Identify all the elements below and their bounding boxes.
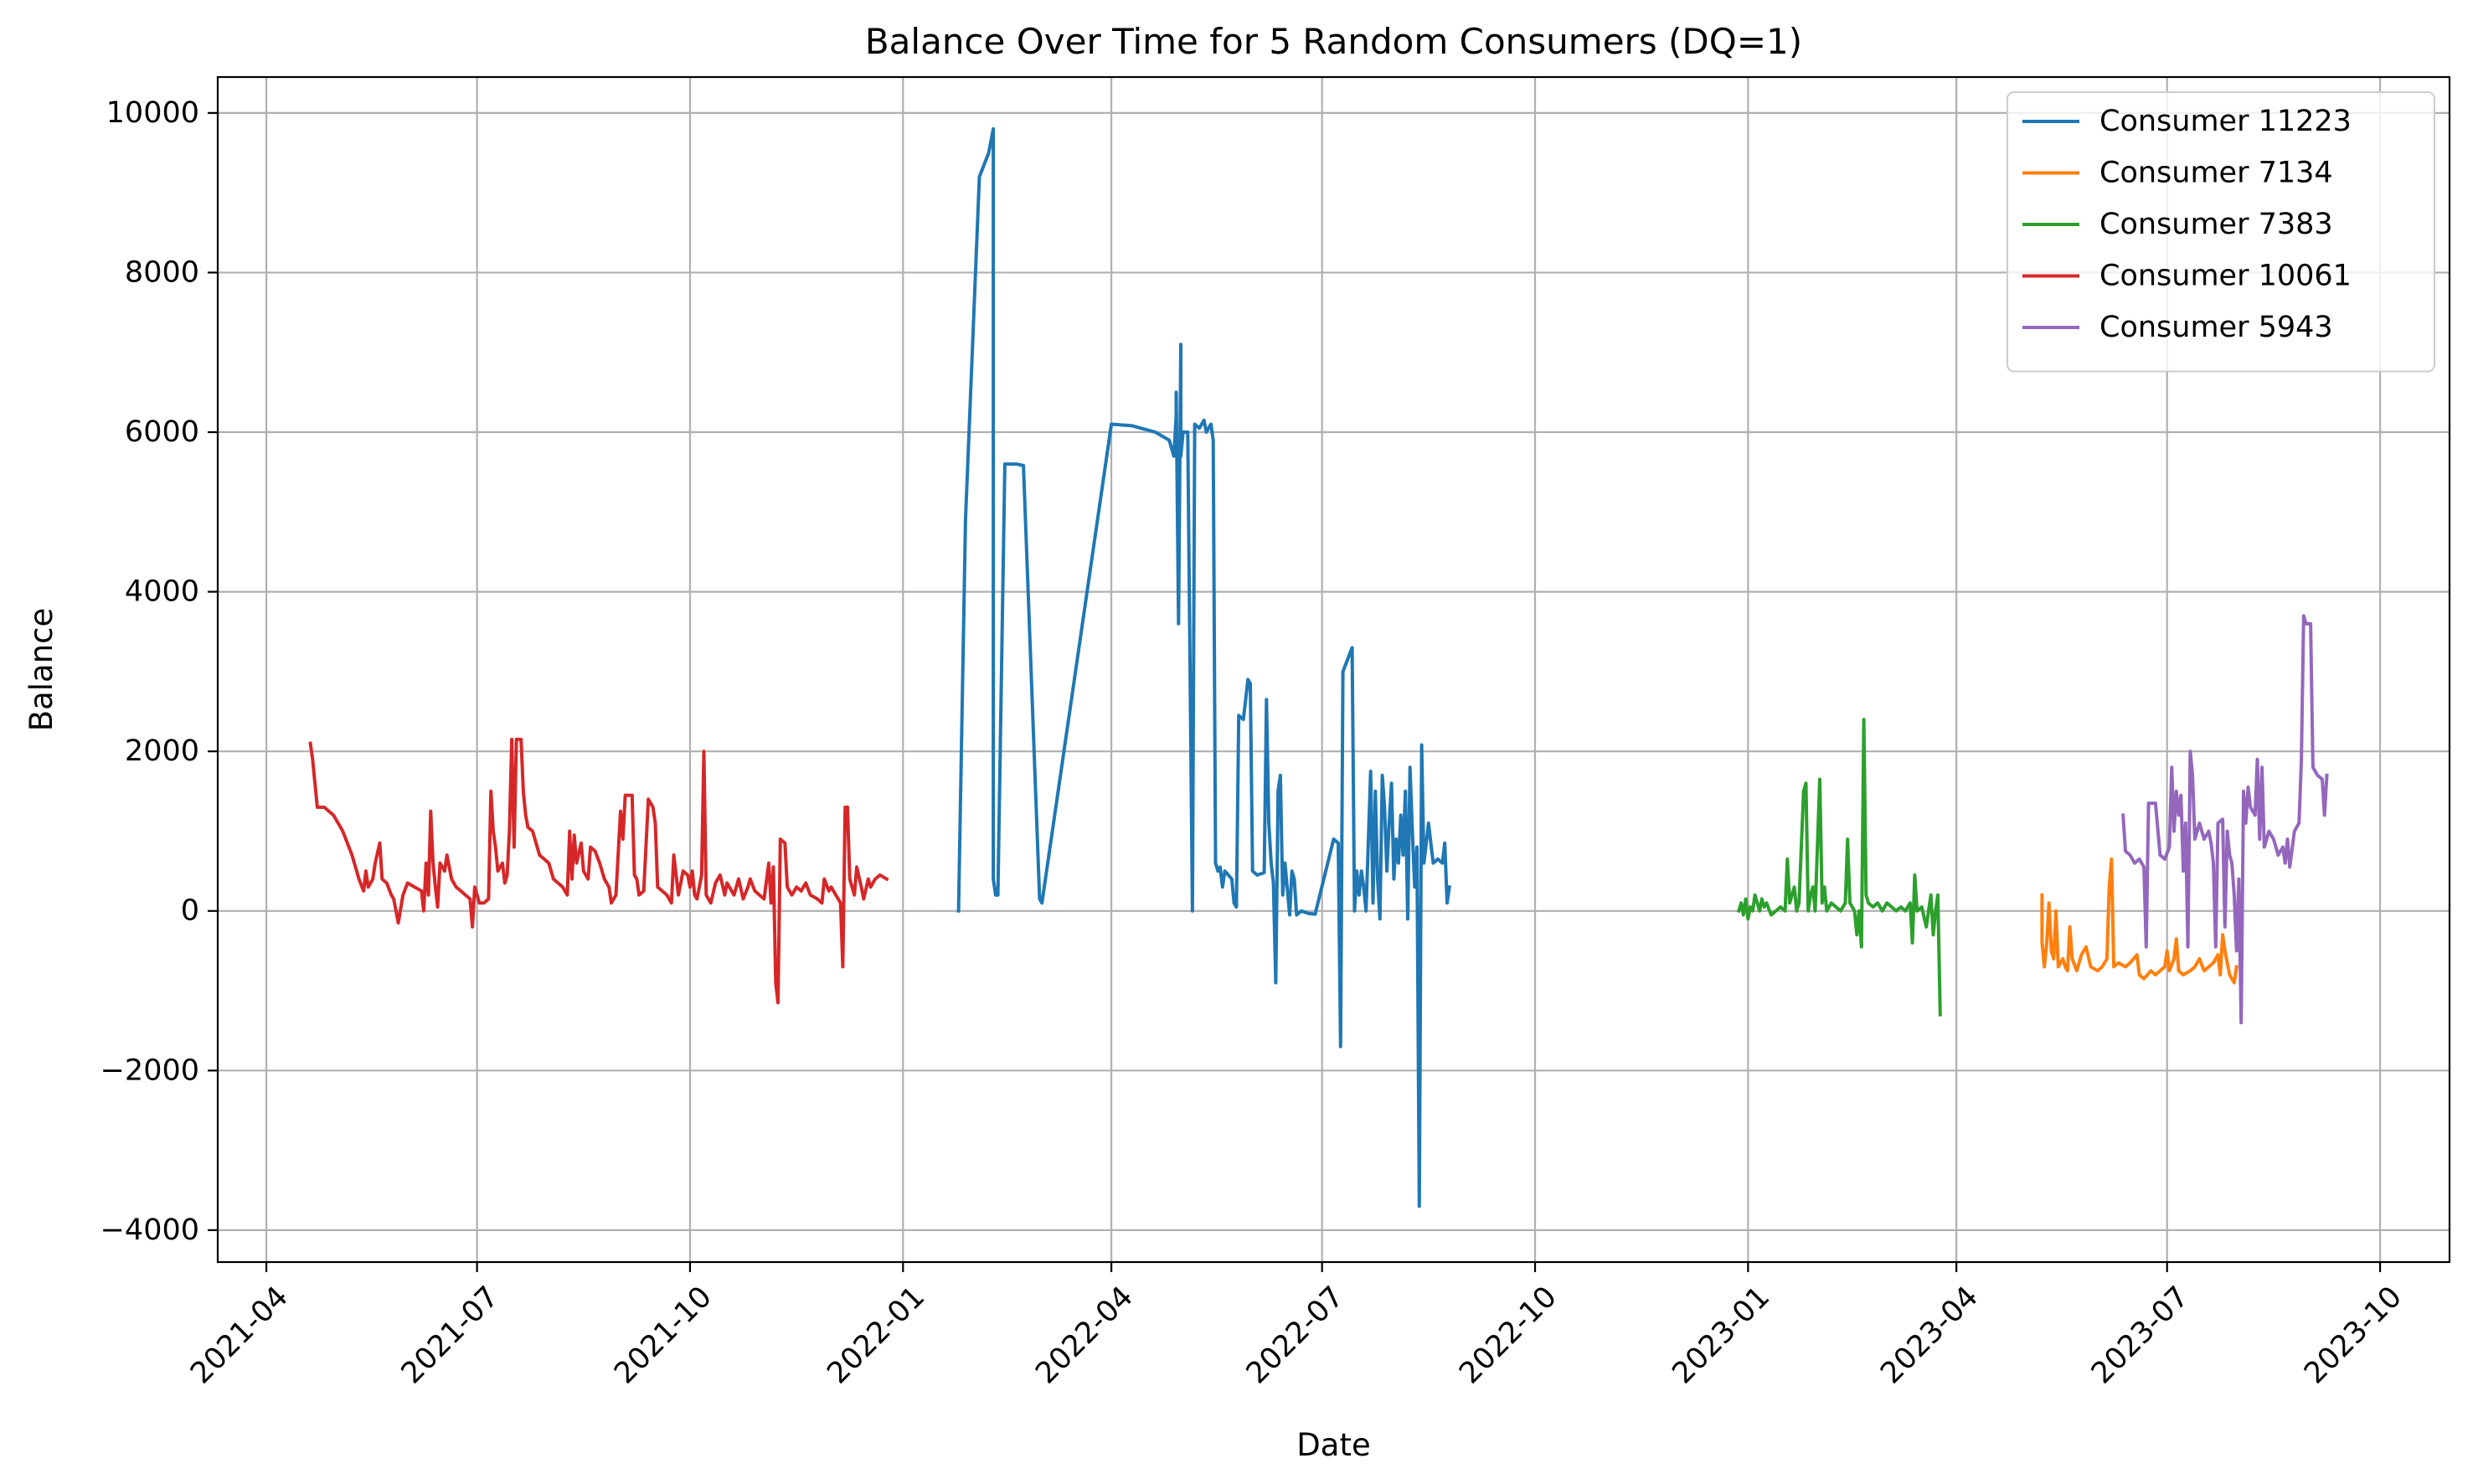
series-line-consumer-7383 bbox=[1736, 718, 1942, 1017]
y-tick-label: 10000 bbox=[106, 96, 199, 130]
y-tick-label: 0 bbox=[181, 894, 199, 928]
y-axis: −4000 −2000 0 2000 4000 6000 8000 10000 bbox=[100, 96, 218, 1247]
legend-box bbox=[2007, 91, 2435, 373]
legend-label: Consumer 11223 bbox=[2099, 105, 2352, 138]
legend-label: Consumer 7134 bbox=[2099, 157, 2333, 190]
series-line-consumer-10061 bbox=[308, 737, 889, 1005]
plot-frame bbox=[216, 75, 2451, 1264]
legend: Consumer 11223 Consumer 7134 Consumer 7383… bbox=[2007, 91, 2435, 373]
legend-label: Consumer 5943 bbox=[2099, 311, 2333, 344]
legend-label: Consumer 7383 bbox=[2099, 208, 2333, 241]
series-line-consumer-11223 bbox=[956, 126, 1451, 1208]
series-line-consumer-7134 bbox=[2040, 857, 2238, 985]
series-line-consumer-5943 bbox=[2121, 614, 2329, 1025]
series-lines bbox=[308, 126, 2329, 1208]
y-tick-label: 8000 bbox=[125, 255, 199, 289]
chart-title: Balance Over Time for 5 Random Consumers… bbox=[865, 21, 1802, 62]
y-tick-label: −4000 bbox=[100, 1213, 199, 1247]
y-tick-label: 2000 bbox=[125, 734, 199, 768]
legend-label: Consumer 10061 bbox=[2099, 260, 2352, 293]
y-tick-label: −2000 bbox=[100, 1054, 199, 1087]
y-axis-title: Balance bbox=[23, 608, 59, 732]
y-tick-label: 4000 bbox=[125, 575, 199, 609]
y-tick-label: 6000 bbox=[125, 415, 199, 449]
x-axis-title: Date bbox=[1296, 1427, 1370, 1463]
